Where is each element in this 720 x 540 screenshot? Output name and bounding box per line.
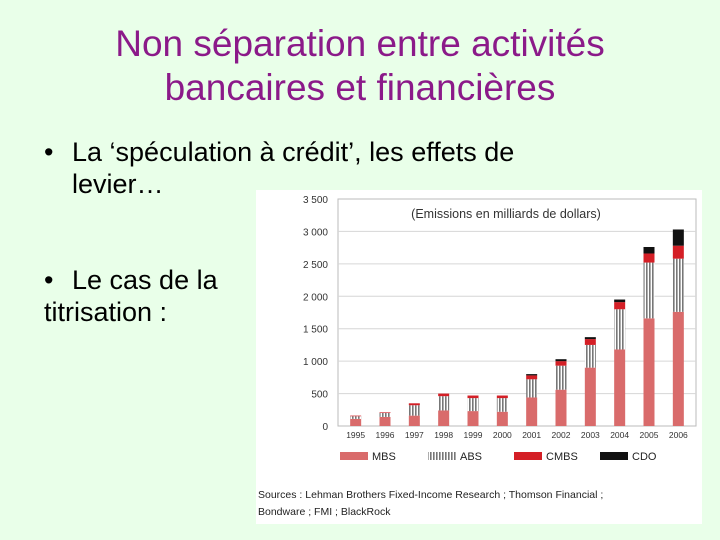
bullet-titrisation: • Le cas de la titrisation : (44, 264, 304, 328)
bar-segment-cmbs (408, 403, 420, 406)
y-tick-label: 3 000 (303, 227, 328, 238)
y-tick-label: 1 000 (303, 357, 328, 368)
bar-segment-cmbs (379, 412, 391, 414)
bar-segment-mbs (643, 318, 655, 426)
bar-segment-cmbs (496, 395, 508, 399)
bullet-1-line-2: levier… (72, 169, 164, 199)
source-line-1: Sources : Lehman Brothers Fixed-Income R… (258, 489, 603, 501)
bar-segment-abs (526, 379, 538, 398)
legend-label-cdo: CDO (632, 451, 657, 463)
bar-segment-cmbs (555, 361, 567, 366)
bar-segment-mbs (584, 367, 596, 426)
bar-segment-cmbs (643, 253, 655, 263)
slide-title: Non séparation entre activités bancaires… (0, 22, 720, 110)
title-line-2: bancaires et financières (164, 67, 556, 108)
chart-title: (Emissions en milliards de dollars) (411, 207, 601, 221)
bar-segment-abs (467, 398, 479, 412)
bar-segment-cmbs (467, 395, 479, 399)
y-tick-label: 0 (322, 422, 328, 433)
bar-segment-cdo (584, 337, 596, 340)
legend-label-abs: ABS (460, 451, 482, 463)
bar-segment-abs (614, 309, 626, 350)
bar-segment-cmbs (438, 393, 450, 397)
x-tick-label: 2003 (581, 430, 600, 440)
bar-segment-mbs (496, 411, 508, 426)
bar-segment-abs (379, 413, 391, 417)
bar-segment-abs (643, 262, 655, 319)
bar-segment-abs (408, 405, 420, 416)
bar-segment-cmbs (526, 375, 538, 380)
bar-segment-mbs (350, 418, 362, 426)
legend-swatch-cdo (600, 452, 628, 460)
bar-segment-mbs (672, 311, 684, 426)
bar-segment-mbs (555, 389, 567, 426)
bar-segment-cdo (643, 246, 655, 254)
legend-label-mbs: MBS (372, 451, 396, 463)
plot-frame (337, 198, 697, 427)
bar-segment-cdo (672, 229, 684, 246)
x-tick-label: 1996 (376, 430, 395, 440)
bar-segment-cdo (526, 374, 538, 376)
bullet-2-line-2: titrisation : (44, 297, 168, 327)
bar-segment-mbs (614, 349, 626, 426)
bar-segment-mbs (526, 397, 538, 426)
bar-segment-cmbs (614, 302, 626, 310)
y-tick-label: 3 500 (303, 195, 328, 206)
legend-swatch-abs (428, 452, 456, 460)
bar-segment-abs (584, 344, 596, 368)
x-tick-label: 1998 (434, 430, 453, 440)
x-tick-label: 2006 (669, 430, 688, 440)
bar-segment-mbs (408, 415, 420, 426)
issuance-chart: (Emissions en milliards de dollars) 0 500… (258, 195, 697, 518)
title-line-1: Non séparation entre activités (115, 23, 605, 64)
bullet-1-line-1: La ‘spéculation à crédit’, les effets de (72, 137, 515, 167)
y-tick-label: 500 (311, 390, 328, 401)
bar-segment-abs (496, 398, 508, 412)
source-line-2: Bondware ; FMI ; BlackRock (258, 506, 391, 518)
x-tick-label: 1995 (346, 430, 365, 440)
legend-label-cmbs: CMBS (546, 451, 578, 463)
bullet-speculation: • La ‘spéculation à crédit’, les effets … (44, 136, 644, 200)
chart-panel: (Emissions en milliards de dollars) 0 500… (256, 190, 702, 524)
bar-segment-mbs (467, 411, 479, 426)
x-tick-label: 1997 (405, 430, 424, 440)
bullet-marker: • (44, 137, 54, 167)
bar-segment-abs (672, 258, 684, 312)
bar-segment-mbs (438, 410, 450, 426)
x-tick-label: 2001 (522, 430, 541, 440)
x-tick-label: 2004 (610, 430, 629, 440)
bar-segment-abs (555, 365, 567, 390)
x-tick-label: 2002 (552, 430, 571, 440)
bar-segment-cmbs (350, 415, 362, 417)
bar-segment-abs (350, 416, 362, 419)
x-tick-label: 2000 (493, 430, 512, 440)
legend-swatch-mbs (340, 452, 368, 460)
y-tick-label: 1 500 (303, 325, 328, 336)
bar-segment-mbs (379, 416, 391, 426)
bar-segment-cdo (555, 359, 567, 362)
legend-swatch-cmbs (514, 452, 542, 460)
bullet-marker: • (44, 265, 54, 295)
x-tick-label: 2005 (640, 430, 659, 440)
y-tick-label: 2 000 (303, 292, 328, 303)
y-tick-label: 2 500 (303, 260, 328, 271)
x-tick-label: 1999 (464, 430, 483, 440)
bar-segment-cmbs (584, 339, 596, 345)
bar-segment-abs (438, 396, 450, 411)
bar-segment-cdo (614, 299, 626, 303)
bar-segment-cmbs (672, 245, 684, 259)
bullet-2-line-1: Le cas de la (72, 265, 218, 295)
